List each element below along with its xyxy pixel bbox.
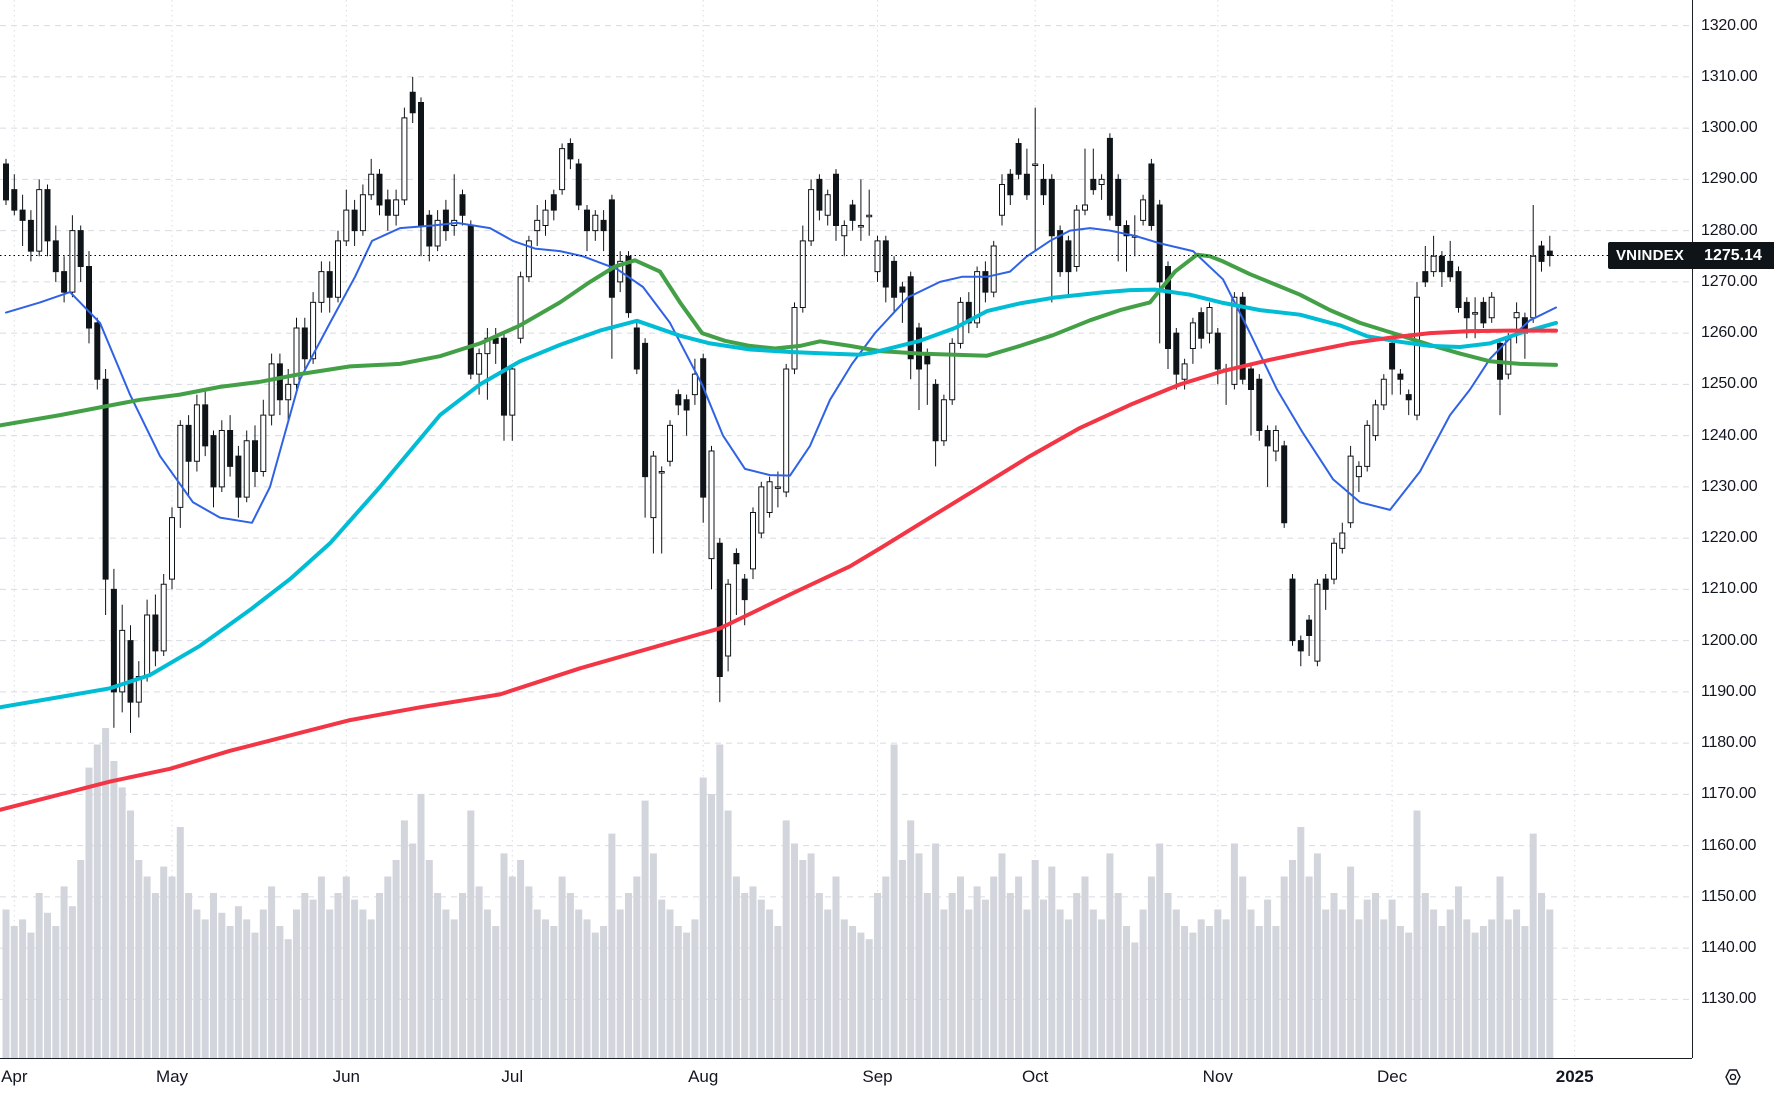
price-tick-label: 1310.00 <box>1701 67 1758 85</box>
time-tick-month-label: May <box>155 1067 189 1086</box>
price-axis[interactable]: 1130.00 1140.00 1150.00 1160.00 1170.00 1180.… <box>1692 0 1774 1058</box>
price-tick-label: 1300.00 <box>1701 119 1758 137</box>
price-tick-label: 1280.00 <box>1701 221 1758 239</box>
moving-average-lines <box>0 221 1558 812</box>
price-tick-label: 1320.00 <box>1701 16 1758 34</box>
time-tick-month-label: Apr <box>1 1067 28 1086</box>
time-tick-month-label: Aug <box>688 1067 719 1086</box>
axis-separator-vertical <box>1692 0 1693 1096</box>
price-tick-label: 1240.00 <box>1701 426 1758 444</box>
symbol-price-tag: VNINDEX <box>1608 242 1692 270</box>
price-tick-label: 1250.00 <box>1701 375 1758 393</box>
price-tick-label: 1130.00 <box>1701 990 1757 1008</box>
price-tick-label: 1180.00 <box>1701 734 1757 752</box>
price-tick-label: 1160.00 <box>1701 836 1757 854</box>
price-tick-label: 1210.00 <box>1701 580 1758 598</box>
price-tick-label: 1200.00 <box>1701 631 1758 649</box>
price-tick-label: 1230.00 <box>1701 477 1758 495</box>
price-tick-label: 1220.00 <box>1701 529 1758 547</box>
time-tick-month-label: Oct <box>1021 1067 1049 1086</box>
time-tick-month-label: Sep <box>862 1067 893 1086</box>
axis-separator-horizontal <box>0 1058 1774 1059</box>
volume-bars <box>2 728 1554 1058</box>
price-tick-label: 1270.00 <box>1701 272 1758 290</box>
price-tick-label: 1260.00 <box>1701 324 1758 342</box>
time-tick-year-label: 2025 <box>1555 1067 1594 1086</box>
price-tick-label: 1150.00 <box>1701 887 1757 905</box>
last-price-axis-label: 1275.14 <box>1692 242 1774 270</box>
time-axis[interactable]: Apr May Jun Jul Aug Sep Oct Nov Dec 2025 <box>0 1058 1692 1096</box>
price-tick-label: 1290.00 <box>1701 170 1758 188</box>
ma-line-ma_red[interactable] <box>0 328 1558 812</box>
candlesticks <box>3 76 1553 733</box>
axis-settings-button[interactable] <box>1692 1058 1774 1096</box>
price-chart-canvas[interactable] <box>0 0 1692 1058</box>
time-tick-month-label: Jul <box>501 1067 524 1086</box>
ma-line-ma_blue[interactable] <box>5 221 1557 524</box>
price-tick-label: 1140.00 <box>1701 939 1757 957</box>
grid-lines <box>0 0 1692 1058</box>
ma-line-ma_cyan[interactable] <box>0 287 1558 710</box>
time-tick-month-label: Jun <box>332 1067 361 1086</box>
price-tick-label: 1190.00 <box>1701 682 1757 700</box>
price-tick-label: 1170.00 <box>1701 785 1757 803</box>
time-tick-month-label: Dec <box>1376 1067 1408 1086</box>
gear-hexagon-icon <box>1725 1069 1741 1085</box>
time-tick-month-label: Nov <box>1202 1067 1233 1086</box>
ma-line-ma_green[interactable] <box>0 252 1558 428</box>
